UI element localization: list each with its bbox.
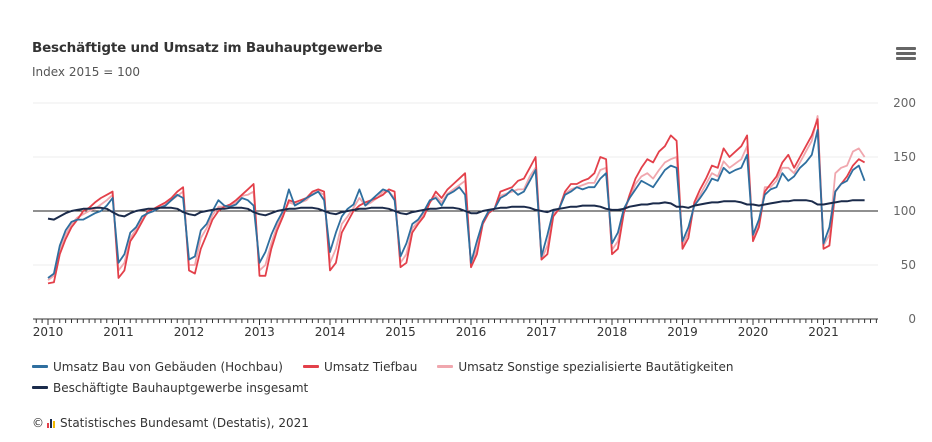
x-tick-label: 2016 (456, 325, 487, 339)
y-axis: 0 50 100 150 200 (893, 96, 916, 326)
legend-item-beschaeftigte[interactable]: Beschäftigte Bauhauptgewerbe insgesamt (32, 381, 308, 395)
series-beschaeftigte-line[interactable] (47, 199, 865, 221)
x-tick-label: 2010 (33, 325, 64, 339)
legend-label-sonstige: Umsatz Sonstige spezialisierte Bautätigk… (458, 359, 734, 374)
legend-label-beschaeftigte: Beschäftigte Bauhauptgewerbe insgesamt (53, 380, 309, 395)
y-tick-label: 100 (893, 204, 916, 218)
credits-text[interactable]: Statistisches Bundesamt (Destatis), 2021 (60, 416, 309, 430)
y-tick-label: 50 (901, 258, 916, 272)
gridlines (33, 102, 878, 266)
x-tick-label: 2015 (385, 325, 416, 339)
x-tick-label: 2013 (244, 325, 275, 339)
x-axis: 2010 2011 2012 2013 2014 2015 2016 2017 2018 2019… (33, 318, 878, 339)
hamburger-menu-icon[interactable] (896, 47, 916, 65)
chart-subtitle: Index 2015 = 100 (32, 65, 140, 79)
legend-swatch-tiefbau (302, 365, 319, 368)
legend-item-tiefbau[interactable]: Umsatz Tiefbau (302, 359, 418, 374)
x-tick-label: 2021 (808, 325, 839, 339)
series-lines (47, 115, 866, 285)
series-hochbau-line[interactable] (47, 129, 866, 279)
x-tick-label: 2011 (103, 325, 134, 339)
legend-item-sonstige[interactable]: Umsatz Sonstige spezialisierte Bautätigk… (437, 360, 733, 374)
legend-label-tiefbau: Umsatz Tiefbau (323, 359, 418, 374)
y-tick-label: 200 (893, 96, 916, 110)
copyright-symbol: © (32, 416, 44, 430)
legend-swatch-hochbau (32, 365, 48, 368)
credits: © Statistisches Bundesamt (Destatis), 20… (32, 416, 309, 430)
x-tick-label: 2018 (597, 325, 628, 339)
x-tick-label: 2012 (174, 325, 205, 339)
legend-swatch-sonstige (437, 365, 454, 368)
x-tick-label: 2020 (738, 325, 769, 339)
legend-item-hochbau[interactable]: Umsatz Bau von Gebäuden (Hochbau) (32, 360, 283, 374)
legend-label-hochbau: Umsatz Bau von Gebäuden (Hochbau) (53, 359, 283, 374)
y-tick-label: 150 (893, 150, 916, 164)
chart-title: Beschäftigte und Umsatz im Bauhauptgewer… (32, 40, 383, 56)
legend: Umsatz Bau von Gebäuden (Hochbau) Umsatz… (32, 356, 753, 398)
x-tick-label: 2019 (667, 325, 698, 339)
destatis-logo-icon (47, 418, 56, 428)
y-tick-label: 0 (908, 312, 916, 326)
x-tick-label: 2017 (526, 325, 557, 339)
x-tick-label: 2014 (315, 325, 346, 339)
legend-swatch-beschaeftigte (32, 386, 48, 389)
